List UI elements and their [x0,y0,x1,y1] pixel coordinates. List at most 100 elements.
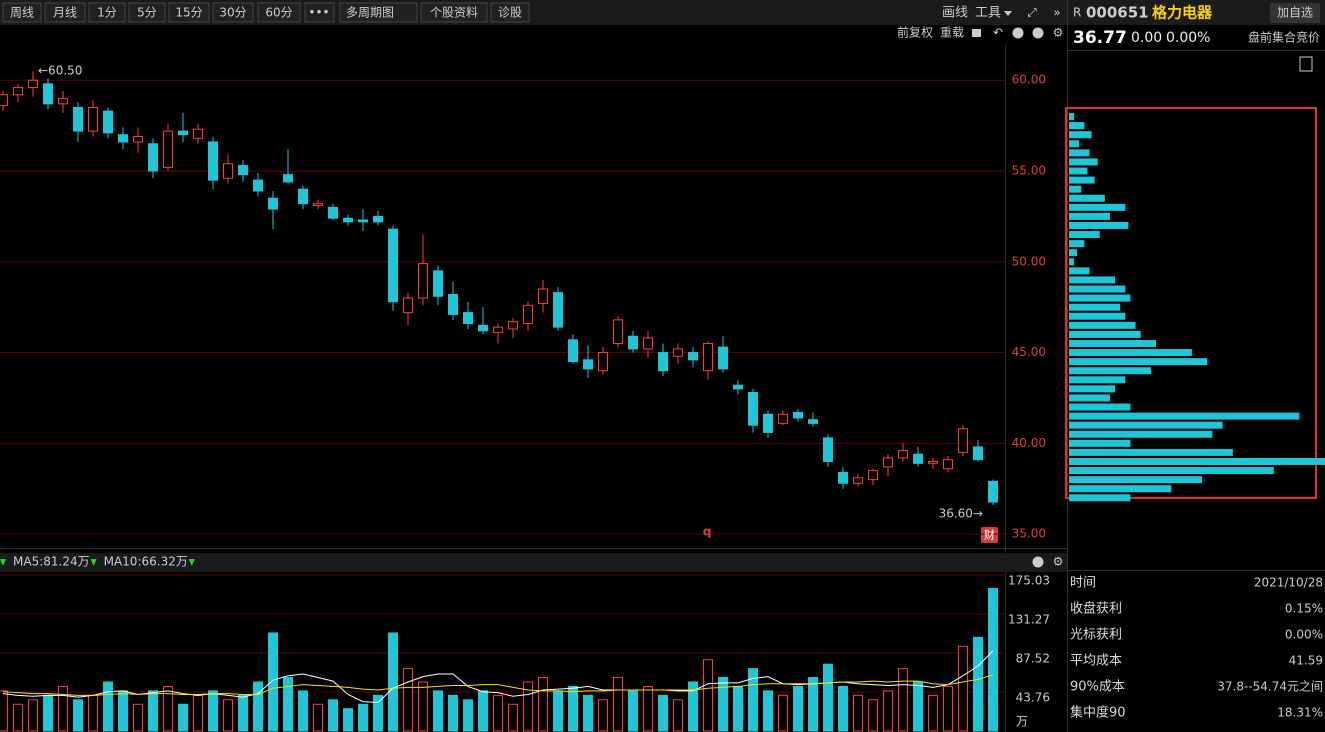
finance-badge[interactable] [981,527,998,543]
toolbar-button[interactable] [44,2,86,23]
candle-body [148,143,158,172]
candle-body [808,419,818,424]
candle-body [838,471,848,484]
volume-bar [898,668,908,732]
settings-icon[interactable]: ⚙ [1053,555,1064,569]
toolbar-button-label[interactable]: 1分 [97,6,117,20]
volume-bar [718,677,728,732]
volume-bar [808,677,818,732]
y-tick-label: 50.00 [1012,254,1046,268]
close-icon[interactable] [1032,556,1044,568]
legend-entry: MA5:81.24万 [13,555,90,569]
candle-body [538,288,548,305]
toolbar-button[interactable] [212,2,254,23]
toolbar-button[interactable] [128,2,166,23]
lock-icon[interactable] [972,29,981,37]
chip-bar [1069,376,1126,384]
toolbar-button-label[interactable]: 周线 [10,6,34,20]
stat-value: 2021/10/28 [1254,576,1323,590]
stat-value: 37.8--54.74元之间 [1217,680,1323,694]
fullscreen-icon[interactable]: ⤢ [1026,6,1037,20]
volume-bar [73,699,83,732]
toolbar-button[interactable] [257,2,301,23]
chip-bar [1069,113,1075,121]
collapse-icon[interactable]: » [1053,6,1060,20]
chip-bar [1069,285,1126,293]
toolbar-button[interactable] [490,2,530,23]
candle-body [0,94,8,107]
toolbar-button-label[interactable]: 个股资料 [430,6,478,20]
volume-bar [598,699,608,732]
candle-body [58,97,68,105]
chip-bar [1069,467,1274,475]
chip-bar [1069,412,1300,420]
chip-bar [1069,385,1116,393]
toolbar-button[interactable] [168,2,210,23]
candle-body [163,130,173,168]
volume-bar [553,690,563,732]
add-button[interactable] [1270,3,1320,23]
chip-bar [1069,149,1090,157]
stock-name: 格力电器 [1152,4,1213,22]
add-button-label[interactable]: 加自选 [1277,6,1313,20]
candle-body [238,165,248,176]
event-mark[interactable]: q [703,525,712,539]
candle-body [343,217,353,223]
event-mark[interactable]: 财 [984,528,995,542]
stat-label: 时间 [1070,576,1096,591]
candle-body [853,477,863,484]
toolbar-button-label[interactable]: 多周期图 [346,6,394,20]
change: 0.00 [1131,30,1162,46]
chip-bar [1069,339,1157,347]
chip-bar [1069,140,1080,148]
toolbar-button[interactable] [2,2,42,23]
toolbar-item[interactable]: 工具 [975,6,1001,21]
zoom-out-icon[interactable] [1032,27,1044,39]
chip-bar [1069,221,1129,229]
volume-bar [463,699,473,732]
chip-bar [1069,494,1131,502]
volume-bar [973,636,983,732]
chip-bar [1069,240,1085,248]
volume-bar [133,703,143,732]
toolbar-button-label[interactable]: 60分 [265,6,292,20]
volume-bar [628,690,638,732]
undo-icon[interactable]: ↶ [993,26,1003,40]
toolbar-button[interactable] [420,2,488,23]
chart-option[interactable]: 前复权 [897,25,933,40]
candle-body [748,391,758,426]
toolbar-button-label[interactable]: 诊股 [498,6,522,20]
candle-body [913,453,923,464]
candle-body [733,384,743,390]
volume-bar [448,694,458,732]
note-icon[interactable] [1299,56,1313,72]
zoom-in-icon[interactable] [1012,27,1024,39]
volume-bar [43,694,53,732]
toolbar-button-label[interactable]: 30分 [219,6,246,20]
toolbar-item[interactable]: 画线 [942,6,968,21]
chip-bar [1069,231,1100,239]
candle-body [88,106,98,132]
toolbar-button-label[interactable]: 15分 [175,6,202,20]
candle-body [883,457,893,468]
candle-body [703,342,713,372]
chart-option[interactable]: 重载 [940,26,964,40]
more-button[interactable] [304,2,335,23]
volume-bar [688,681,698,732]
volume-bar [433,690,443,732]
candle-body [898,450,908,459]
candle-body [988,480,998,503]
toolbar-button[interactable] [88,2,126,23]
change-pct: 0.00% [1166,30,1210,46]
stat-value: 41.59 [1289,654,1323,668]
toolbar-button-label[interactable]: 5分 [137,6,157,20]
toolbar-button-label[interactable]: 月线 [53,6,77,20]
volume-bar [103,681,113,732]
volume-bar [988,587,998,732]
toolbar-button[interactable] [339,2,418,23]
volume-bar [853,694,863,732]
chip-bar [1069,203,1126,211]
settings-icon[interactable]: ⚙ [1053,26,1064,40]
